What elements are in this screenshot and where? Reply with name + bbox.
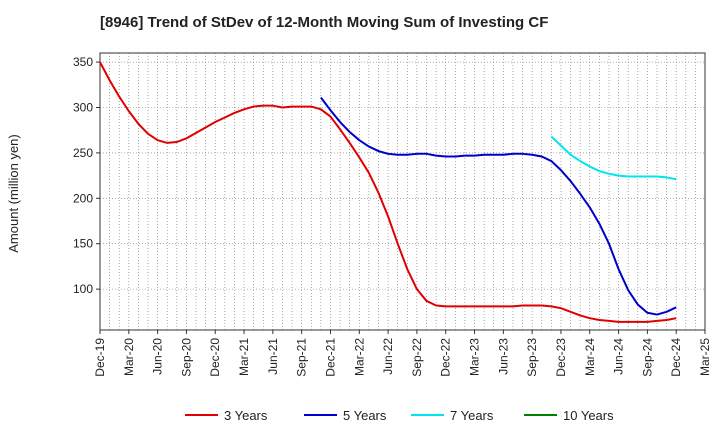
- x-tick-label: Mar-24: [583, 338, 597, 376]
- legend-layer: 3 Years 5 Years 7 Years 10 Years: [185, 408, 614, 423]
- y-tick-label: 100: [73, 282, 93, 296]
- legend-label: 10 Years: [563, 408, 614, 423]
- x-tick-label: Dec-19: [93, 338, 107, 377]
- x-tick-label: Sep-21: [295, 338, 309, 377]
- y-tick-label: 150: [73, 237, 93, 251]
- y-tick-label: 250: [73, 146, 93, 160]
- legend-label: 7 Years: [450, 408, 494, 423]
- x-tick-label: Mar-20: [122, 338, 136, 376]
- y-tick-label: 350: [73, 55, 93, 69]
- y-axis-label: Amount (million yen): [6, 134, 21, 253]
- x-tick-label: Mar-22: [352, 338, 366, 376]
- x-tick-label: Jun-21: [266, 338, 280, 375]
- x-tick-label: Mar-25: [698, 338, 712, 376]
- x-tick-label: Jun-23: [496, 338, 510, 375]
- chart-title: [8946] Trend of StDev of 12-Month Moving…: [100, 14, 549, 31]
- x-tick-label: Sep-23: [525, 338, 539, 377]
- x-tick-label: Jun-24: [612, 338, 626, 375]
- x-tick-label: Mar-23: [468, 338, 482, 376]
- x-tick-label: Jun-22: [381, 338, 395, 375]
- x-tick-label: Dec-23: [554, 338, 568, 377]
- series-line-5-years: [320, 96, 677, 316]
- plot-frame: [99, 52, 706, 331]
- x-tick-label: Sep-22: [410, 338, 424, 377]
- legend-label: 5 Years: [343, 408, 387, 423]
- y-tick-label: 300: [73, 100, 93, 114]
- x-tick-label: Dec-20: [208, 338, 222, 377]
- x-tick-label: Dec-21: [323, 338, 337, 377]
- x-tick-label: Mar-21: [237, 338, 251, 376]
- x-tick-label: Dec-22: [439, 338, 453, 377]
- axis-layer: 100 150 200 250 300 350 Dec-19 Mar-20 Jun-20 Sep-…: [6, 52, 712, 377]
- series-line-3-years: [99, 61, 677, 323]
- legend-label: 3 Years: [224, 408, 268, 423]
- x-tick-label: Sep-20: [179, 338, 193, 377]
- series-layer: [99, 61, 677, 323]
- series-line-7-years: [550, 135, 677, 181]
- x-tick-label: Sep-24: [640, 338, 654, 377]
- x-tick-label: Dec-24: [669, 338, 683, 377]
- grid-layer: [99, 53, 706, 330]
- x-tick-label: Jun-20: [151, 338, 165, 375]
- y-tick-label: 200: [73, 191, 93, 205]
